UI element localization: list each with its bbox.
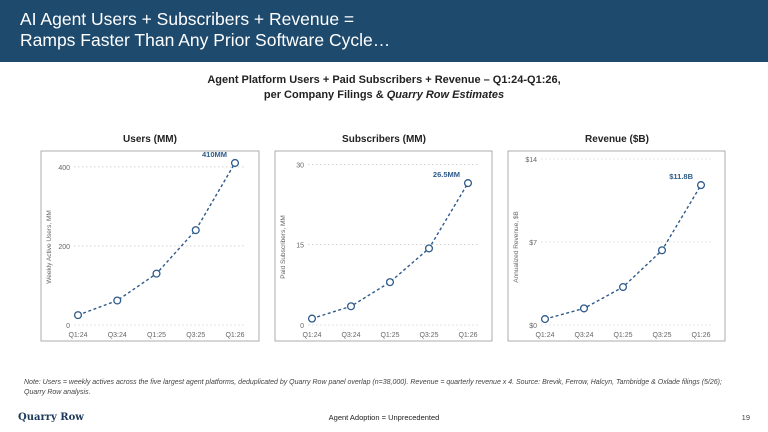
revenue-ylabel: Annualized Revenue, $B (513, 211, 520, 283)
chart-subtitle: Agent Platform Users + Paid Subscribers … (0, 73, 768, 103)
subscribers-data-point (463, 179, 473, 188)
slide-title-line-1: AI Agent Users + Subscribers + Revenue = (20, 9, 355, 29)
revenue-data-point (540, 315, 550, 324)
panel-title-subscribers: Subscribers (MM) (342, 134, 426, 145)
users-xtick-label: Q3:25 (186, 332, 205, 339)
revenue-xtick-label: Q3:25 (652, 332, 671, 339)
revenue-ytick-label: $0 (529, 323, 537, 330)
revenue-panel-frame (507, 150, 726, 342)
revenue-data-point (657, 246, 667, 255)
revenue-data-point (696, 181, 706, 190)
panel-title-revenue: Revenue ($B) (585, 134, 649, 145)
subscribers-data-point (424, 244, 434, 253)
subscribers-data-point (307, 314, 317, 323)
subscribers-ylabel: Paid Subscribers, MM (280, 215, 287, 279)
slide-title-line-2: Ramps Faster Than Any Prior Software Cyc… (20, 30, 391, 50)
subscribers-ytick-label: 0 (300, 323, 304, 330)
subscribers-data-point (385, 278, 395, 287)
subscribers-xtick-label: Q1:26 (458, 332, 477, 339)
slide-title: AI Agent Users + Subscribers + Revenue =… (20, 9, 740, 51)
subscribers-data-point (346, 302, 356, 311)
revenue-xtick-label: Q3:24 (574, 332, 593, 339)
subtitle-line-2: per Company Filings & Quarry Row Estimat… (0, 88, 768, 103)
users-data-point (230, 158, 240, 168)
footer-caption: Agent Adoption = Unprecedented (328, 413, 440, 422)
users-value-label: 410MM (202, 150, 227, 159)
subscribers-panel-frame (274, 150, 493, 342)
users-ylabel: Weekly Active Users, MM (46, 210, 53, 284)
users-xtick-label: Q1:24 (68, 332, 87, 339)
subtitle-line-2-italic: Quarry Row Estimates (386, 89, 505, 101)
revenue-xtick-label: Q1:24 (535, 332, 554, 339)
revenue-xtick-label: Q1:25 (613, 332, 632, 339)
users-data-point (191, 226, 200, 235)
subscribers-ytick-label: 30 (296, 162, 304, 169)
revenue-data-point (618, 283, 628, 292)
subtitle-line-1: Agent Platform Users + Paid Subscribers … (207, 74, 561, 86)
users-ytick-label: 200 (58, 244, 70, 251)
subscribers-xtick-label: Q3:25 (419, 332, 438, 339)
users-xtick-label: Q1:26 (225, 332, 244, 339)
subscribers-xtick-label: Q1:24 (302, 332, 321, 339)
revenue-value-label: $11.8B (669, 172, 693, 181)
header-bar: AI Agent Users + Subscribers + Revenue =… (0, 0, 768, 62)
revenue-ytick-label: $7 (529, 240, 537, 247)
revenue-data-point (579, 304, 589, 313)
subscribers-ytick-label: 15 (296, 243, 304, 250)
subscribers-xtick-label: Q3:24 (341, 332, 360, 339)
revenue-ytick-label: $14 (525, 157, 537, 164)
subscribers-xtick-label: Q1:25 (380, 332, 399, 339)
subtitle-line-2-plain: per Company Filings & (263, 89, 387, 101)
users-data-point (113, 296, 122, 305)
footnote: Note: Users = weekly actives across the … (24, 379, 722, 396)
users-ytick-label: 400 (58, 165, 70, 172)
users-xtick-label: Q3:24 (108, 332, 127, 339)
users-data-point (152, 269, 161, 278)
users-xtick-label: Q1:25 (147, 332, 166, 339)
users-ytick-label: 0 (66, 323, 70, 330)
subscribers-value-label: 26.5MM (433, 170, 460, 179)
page-number: 19 (741, 413, 750, 422)
panel-title-users: Users (MM) (123, 134, 177, 145)
revenue-xtick-label: Q1:26 (691, 332, 710, 339)
footer-logo: Quarry Row (18, 412, 84, 423)
users-data-point (73, 311, 83, 320)
